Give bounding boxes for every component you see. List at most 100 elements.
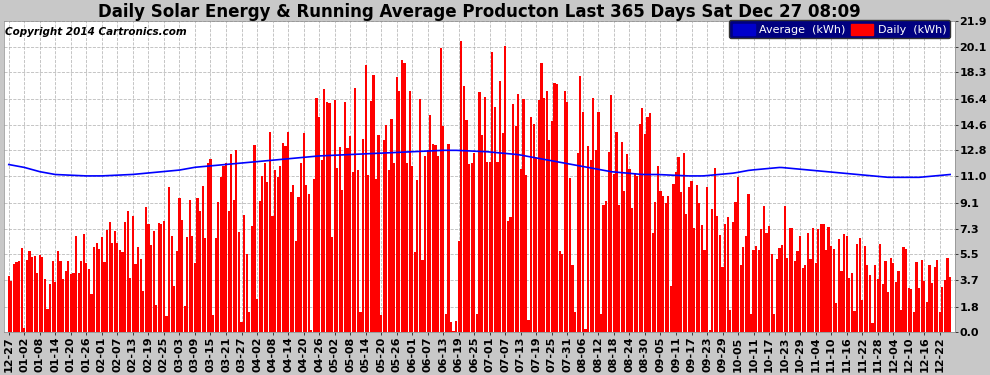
Bar [946,258,948,332]
Bar [576,153,579,332]
Bar [740,265,742,332]
Bar [696,185,698,332]
Bar [21,248,23,332]
Bar [502,133,504,332]
Bar [109,222,111,332]
Bar [440,48,442,332]
Bar [714,168,716,332]
Bar [135,264,137,332]
Bar [941,286,943,332]
Legend: Average  (kWh), Daily  (kWh): Average (kWh), Daily (kWh) [730,20,949,38]
Bar [75,236,77,332]
Bar [396,77,398,332]
Bar [804,265,807,332]
Bar [605,201,607,332]
Bar [145,207,147,332]
Bar [427,150,429,332]
Bar [331,237,334,332]
Bar [512,104,514,332]
Bar [137,247,140,332]
Bar [183,306,186,332]
Bar [675,171,677,332]
Bar [672,184,674,332]
Bar [196,198,199,332]
Bar [874,265,876,332]
Bar [579,76,581,332]
Bar [698,203,700,332]
Bar [36,273,39,332]
Bar [287,132,289,332]
Bar [536,157,538,332]
Bar [879,244,881,332]
Bar [297,197,300,332]
Bar [890,258,892,332]
Bar [401,60,403,332]
Bar [44,279,47,332]
Bar [313,179,315,332]
Bar [744,236,746,332]
Text: Copyright 2014 Cartronics.com: Copyright 2014 Cartronics.com [5,27,186,37]
Bar [644,135,646,332]
Bar [284,146,286,332]
Bar [356,170,359,332]
Bar [765,233,767,332]
Bar [773,314,775,332]
Bar [584,329,587,332]
Bar [724,225,727,332]
Bar [342,189,344,332]
Bar [321,160,323,332]
Bar [354,88,356,332]
Bar [367,175,369,332]
Bar [934,267,936,332]
Bar [861,300,863,332]
Bar [233,200,235,332]
Bar [476,314,478,332]
Bar [478,92,480,332]
Bar [127,211,129,332]
Bar [256,299,258,332]
Bar [168,187,170,332]
Bar [411,165,413,332]
Bar [918,288,920,332]
Bar [305,186,307,332]
Bar [455,321,457,332]
Bar [563,91,566,332]
Bar [760,230,762,332]
Bar [548,140,550,332]
Bar [243,215,246,332]
Bar [908,288,910,332]
Bar [871,323,873,332]
Bar [595,150,597,332]
Bar [737,177,740,332]
Bar [181,220,183,332]
Bar [778,248,780,332]
Bar [680,192,682,332]
Bar [561,254,563,332]
Bar [677,158,680,332]
Bar [582,112,584,332]
Bar [274,170,276,332]
Bar [943,280,946,332]
Bar [825,251,827,332]
Bar [794,261,796,332]
Bar [189,200,191,332]
Bar [820,224,822,332]
Bar [783,206,786,332]
Bar [122,252,124,332]
Bar [460,41,462,332]
Bar [90,294,93,332]
Bar [445,314,446,332]
Bar [815,263,817,332]
Bar [916,262,918,332]
Bar [329,103,331,332]
Bar [836,303,838,332]
Bar [170,236,173,332]
Bar [623,191,626,332]
Bar [517,94,520,332]
Bar [558,251,560,332]
Bar [207,163,209,332]
Bar [755,246,757,332]
Bar [323,88,326,332]
Bar [364,65,366,332]
Bar [457,241,460,332]
